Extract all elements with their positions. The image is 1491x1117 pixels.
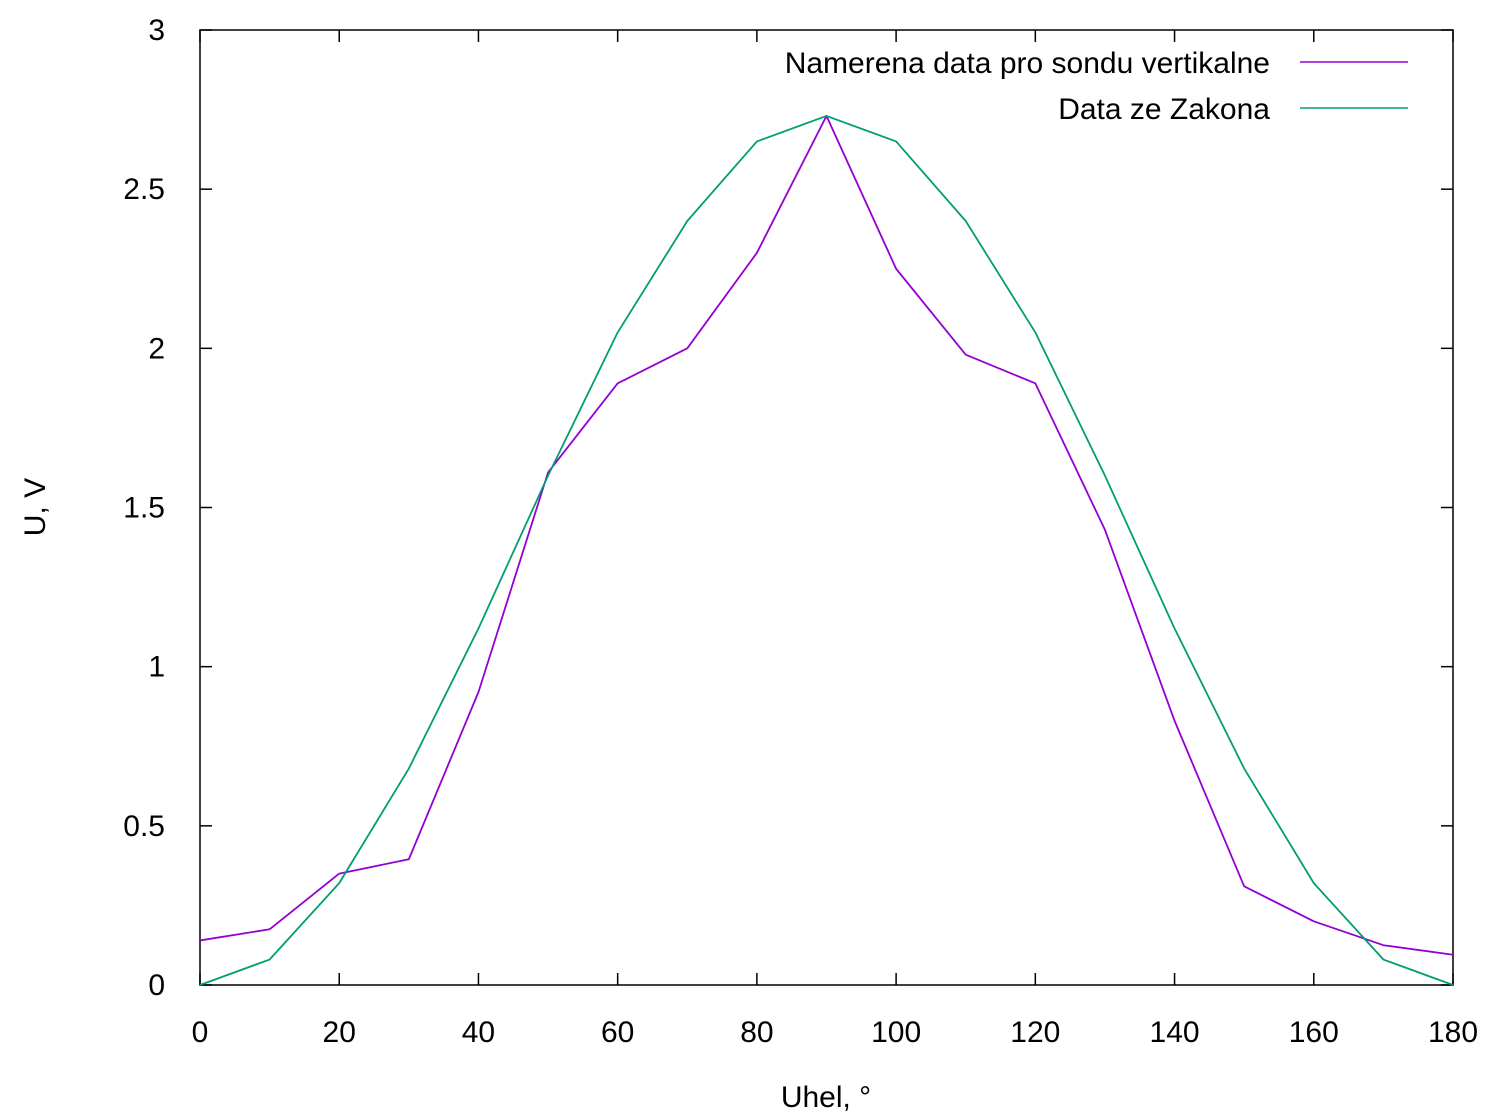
y-tick-label: 0.5 <box>123 810 165 843</box>
x-tick-label: 0 <box>192 1016 209 1049</box>
series-line-1 <box>199 115 1454 956</box>
x-tick-label: 120 <box>1010 1016 1060 1049</box>
x-tick-label: 140 <box>1150 1016 1200 1049</box>
y-tick-label: 2 <box>148 332 165 365</box>
x-tick-label: 60 <box>601 1016 634 1049</box>
x-axis-label: Uhel, ° <box>781 1081 871 1114</box>
y-tick-label: 1 <box>148 651 165 684</box>
y-tick-labels: 0 0.5 1 1.5 2 2.5 3 <box>123 14 165 1002</box>
y-axis-label: U, V <box>19 478 52 536</box>
legend: Namerena data pro sondu vertikalne Data … <box>785 47 1408 126</box>
y-tick-label: 2.5 <box>123 173 165 206</box>
x-tick-label: 100 <box>871 1016 921 1049</box>
x-tick-label: 160 <box>1289 1016 1339 1049</box>
x-tick-label: 40 <box>462 1016 495 1049</box>
series-lines <box>199 115 1454 986</box>
plot-border <box>199 29 1454 986</box>
series-line-2 <box>199 115 1454 986</box>
y-tick-label: 3 <box>148 14 165 47</box>
x-tick-label: 180 <box>1428 1016 1478 1049</box>
legend-label-1: Namerena data pro sondu vertikalne <box>785 47 1270 80</box>
x-tick-label: 20 <box>323 1016 356 1049</box>
axis-ticks <box>199 29 1454 986</box>
x-tick-label: 80 <box>740 1016 773 1049</box>
legend-label-2: Data ze Zakona <box>1058 93 1270 126</box>
y-tick-label: 0 <box>148 969 165 1002</box>
x-tick-labels: 0 20 40 60 80 100 120 140 160 180 <box>192 1016 1478 1049</box>
y-tick-label: 1.5 <box>123 492 165 525</box>
